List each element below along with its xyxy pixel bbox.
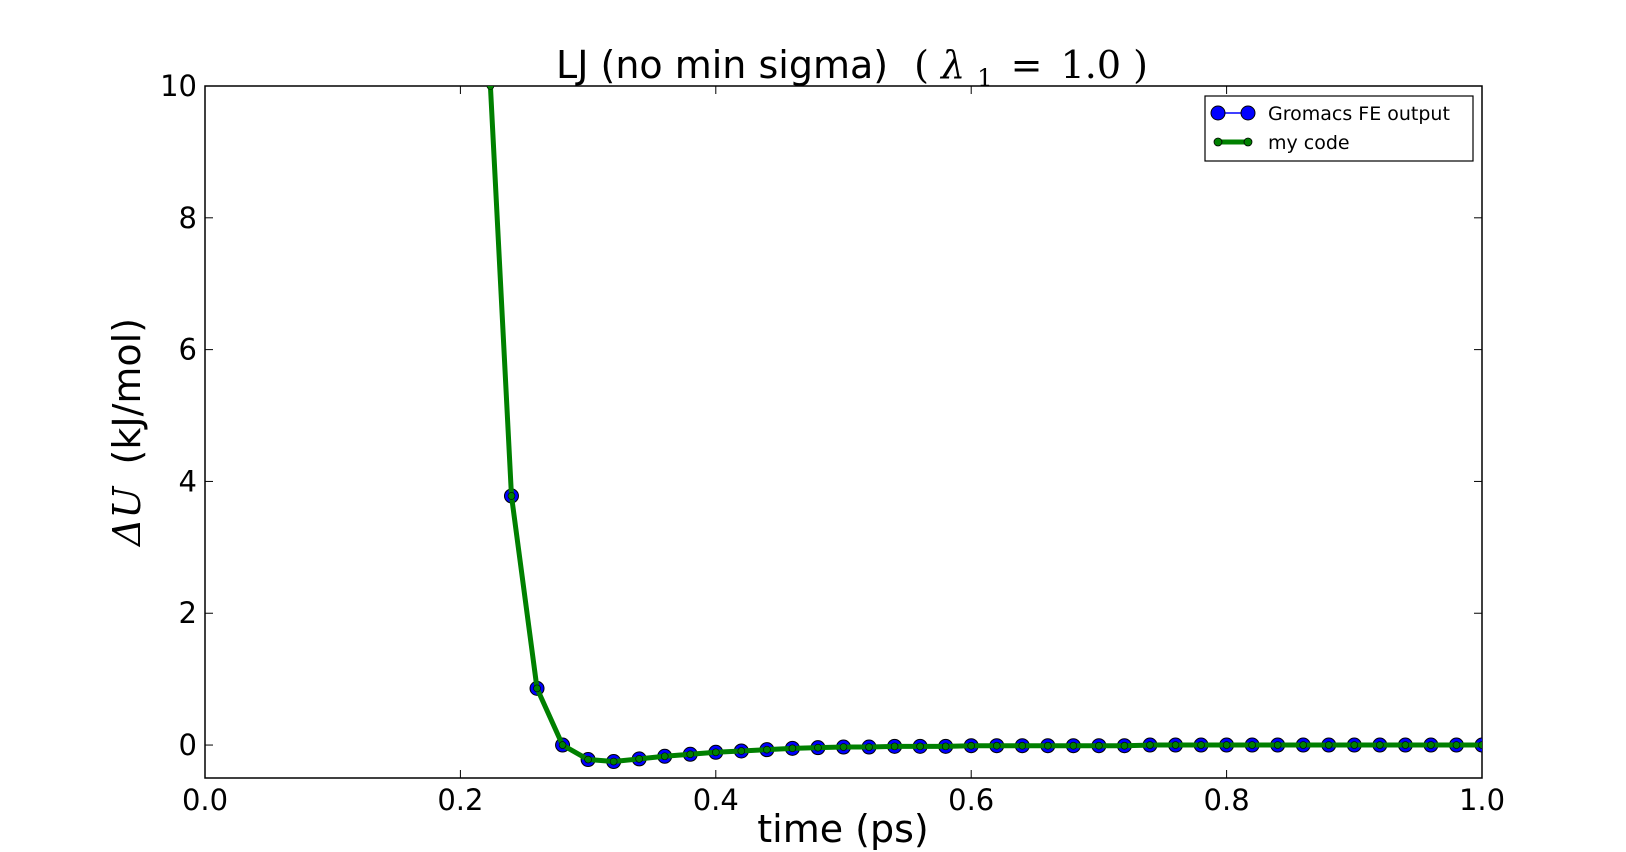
my-code-point [1095, 741, 1103, 750]
x-tick-label: 0.6 [948, 783, 994, 817]
my-code-point [814, 743, 822, 752]
my-code-point [686, 750, 695, 759]
y-tick-label: 8 [179, 201, 197, 235]
my-code-point [763, 745, 771, 754]
y-axis-title: ΔU (kJ/mol) [105, 318, 149, 548]
x-axis-title: time (ps) [757, 807, 929, 851]
my-code-point [584, 755, 592, 764]
my-code-point [1146, 741, 1154, 749]
my-code-point [890, 742, 899, 751]
y-axis-title-units: (kJ/mol) [105, 318, 149, 465]
x-tick-label: 0.4 [693, 783, 739, 817]
my-code-point [865, 743, 873, 751]
my-code-point [1197, 741, 1205, 749]
my-code-point [839, 743, 848, 751]
legend-label-gromacs: Gromacs FE output [1268, 103, 1450, 125]
my-code-point [1350, 741, 1359, 749]
my-code-point [1427, 741, 1435, 749]
my-code-point [916, 742, 924, 751]
title-math-value: 1.0 [1061, 43, 1121, 87]
my-code-point [1018, 741, 1027, 750]
legend-marker-mycode-left [1213, 137, 1223, 147]
chart-title: LJ (no min sigma) ( λ 1 = 1.0 ) [556, 43, 1148, 95]
title-math-open: ( [914, 43, 929, 87]
x-axis: 0.0 0.2 0.4 0.6 0.8 1.0 [182, 86, 1505, 817]
title-math-equals: = [1011, 43, 1043, 87]
my-code-point [1248, 741, 1256, 749]
gromacs-line [510, 495, 1482, 763]
legend: Gromacs FE output my code [1204, 95, 1474, 162]
y-tick-label: 10 [160, 69, 197, 103]
y-tick-label: 2 [179, 596, 197, 630]
legend-label-mycode: my code [1268, 132, 1350, 154]
x-tick-label: 0.2 [437, 783, 483, 817]
y-axis-title-math: ΔU [105, 485, 149, 548]
y-tick-label: 4 [179, 464, 197, 498]
my-code-point [507, 492, 516, 500]
my-code-point [788, 744, 797, 753]
my-code-point [737, 747, 746, 755]
my-code-point [967, 741, 976, 750]
my-code-point [1069, 741, 1078, 750]
my-code-point [1299, 741, 1308, 749]
y-axis: 0 2 4 6 8 10 [160, 69, 1482, 762]
my-code-point [486, 86, 495, 90]
my-code-point [941, 742, 950, 751]
my-code-point [1044, 741, 1052, 750]
my-code-point [1452, 741, 1461, 749]
my-code-point [1222, 741, 1231, 749]
my-code-point [1120, 741, 1129, 750]
legend-marker-mycode-right [1243, 137, 1253, 147]
x-tick-label: 0.8 [1204, 783, 1250, 817]
title-math-close: ) [1133, 43, 1148, 87]
my-code-point [660, 752, 669, 761]
x-tick-label: 0.0 [182, 783, 228, 817]
chart-title-text: LJ (no min sigma) [556, 43, 888, 87]
my-code-point [1171, 741, 1180, 749]
my-code-point [1324, 741, 1333, 749]
my-code-point [558, 741, 567, 749]
my-code-point [711, 748, 720, 757]
legend-marker-gromacs-left [1210, 105, 1226, 121]
y-tick-label: 6 [179, 333, 197, 367]
legend-marker-gromacs-right [1240, 105, 1256, 121]
y-tick-label: 0 [179, 728, 197, 762]
my-code-point [992, 741, 1001, 750]
my-code-point [609, 757, 618, 766]
title-math-subscript: 1 [977, 64, 992, 92]
my-code-point [1478, 741, 1482, 749]
my-code-point [1376, 741, 1384, 749]
my-code-point [1401, 741, 1410, 749]
my-code-line [487, 86, 1482, 765]
title-math-lambda: λ [939, 43, 965, 87]
my-code-point [1273, 741, 1282, 749]
my-code-point [533, 684, 541, 693]
plot-area-frame [204, 85, 1483, 779]
series-layer [486, 86, 1482, 770]
x-tick-label: 1.0 [1459, 783, 1505, 817]
my-code-point [635, 755, 643, 763]
